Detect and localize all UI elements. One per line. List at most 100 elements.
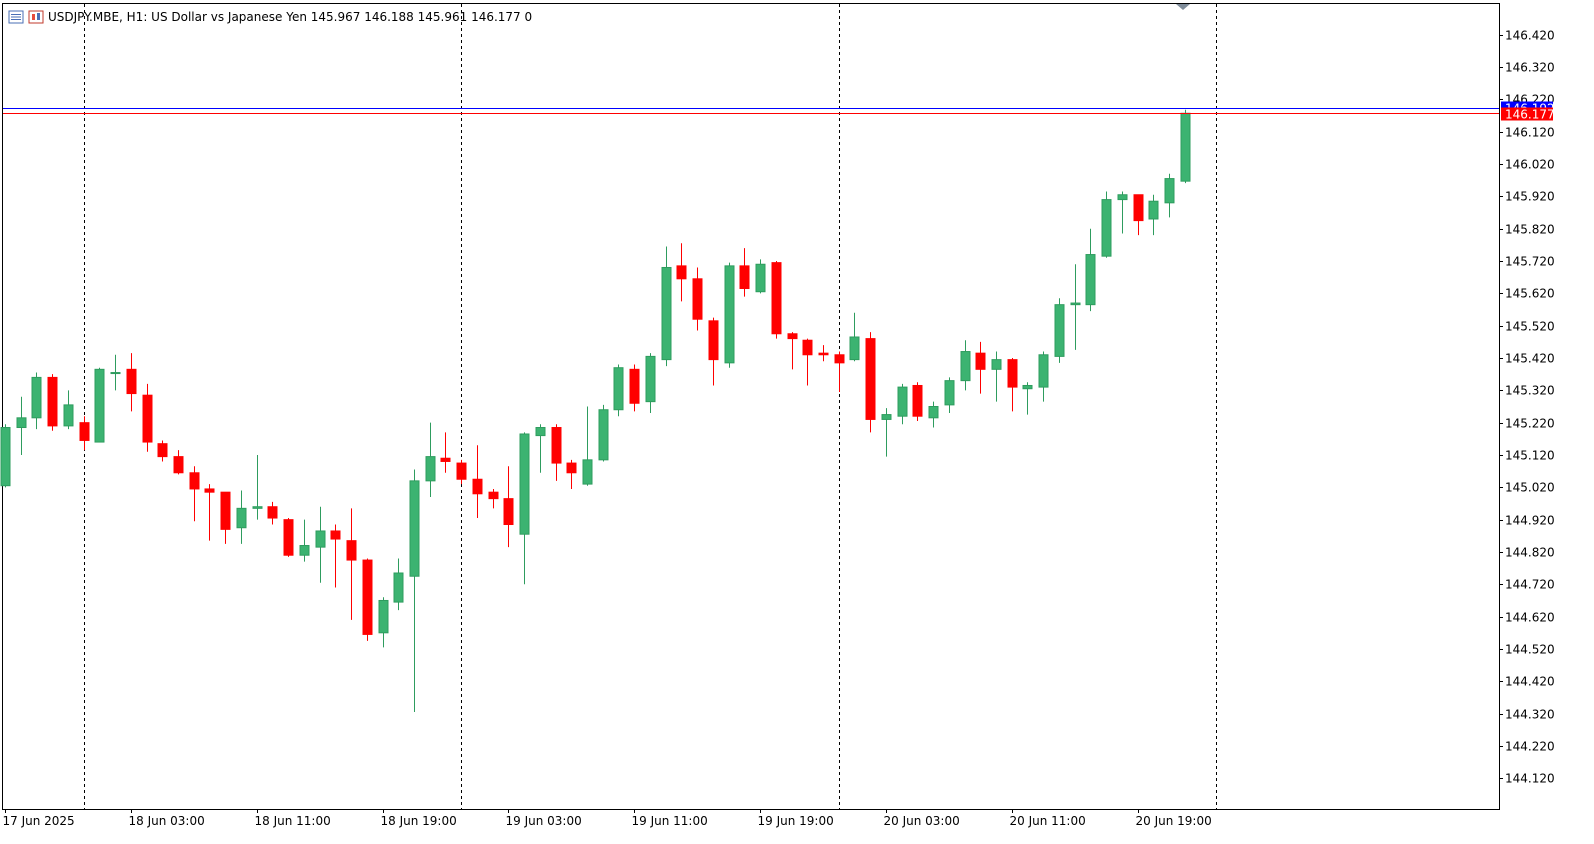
candle: [315, 506, 326, 583]
price-label: 145.620: [1505, 287, 1555, 301]
candle-body: [582, 459, 593, 485]
price-label: 144.120: [1505, 772, 1555, 786]
candle-body: [299, 545, 310, 556]
price-label: 145.820: [1505, 223, 1555, 237]
candle-body: [16, 417, 27, 429]
time-axis[interactable]: 17 Jun 2025 18 Jun 03:00 18 Jun 11:00 18 Ju…: [3, 809, 1212, 828]
time-label: 19 Jun 03:00: [506, 814, 582, 828]
candle: [582, 406, 593, 486]
price-label: 145.220: [1505, 417, 1555, 431]
candle-body: [63, 404, 74, 427]
price-label: 144.420: [1505, 675, 1555, 689]
candle-body: [708, 320, 719, 361]
time-label: 18 Jun 19:00: [381, 814, 457, 828]
candle: [267, 501, 278, 525]
candle-body: [315, 530, 326, 548]
candle: [1117, 191, 1128, 234]
candle: [834, 351, 845, 392]
candle-body: [393, 572, 404, 603]
candle-body: [849, 336, 860, 361]
candle-body: [912, 384, 923, 417]
candle: [16, 396, 27, 455]
candle-body: [1054, 304, 1065, 357]
candle: [661, 246, 672, 367]
candle-body: [535, 427, 546, 437]
price-label: 144.620: [1505, 611, 1555, 625]
candle-body: [488, 491, 499, 500]
candle-body: [283, 519, 294, 556]
symbol-info-text: USDJPY.MBE, H1: US Dollar vs Japanese Ye…: [48, 10, 533, 24]
time-label: 18 Jun 11:00: [255, 814, 331, 828]
candle: [31, 372, 42, 430]
candle-body: [267, 506, 278, 519]
candle-body: [1070, 302, 1081, 306]
candle-body: [503, 498, 514, 526]
chart-icon[interactable]: [28, 10, 44, 24]
candle: [928, 401, 939, 428]
candle-body: [897, 386, 908, 417]
candle: [1133, 194, 1144, 236]
candle: [1038, 351, 1049, 402]
price-label: 146.120: [1505, 126, 1555, 140]
candle: [283, 518, 294, 557]
candle-body: [1101, 199, 1112, 257]
candle-body: [47, 376, 58, 427]
time-label: 19 Jun 19:00: [758, 814, 834, 828]
candle-body: [456, 462, 467, 480]
candle: [346, 508, 357, 620]
candle: [1085, 228, 1096, 312]
candle: [708, 317, 719, 386]
price-label: 146.020: [1505, 158, 1555, 172]
time-label: 20 Jun 03:00: [884, 814, 960, 828]
candle: [1070, 264, 1081, 350]
candle: [393, 558, 404, 611]
candle: [488, 488, 499, 509]
candle: [519, 432, 530, 585]
candle: [236, 490, 247, 544]
candle-body: [676, 265, 687, 280]
day-separators: [84, 4, 1217, 809]
price-label: 146.420: [1505, 29, 1555, 43]
candle: [897, 383, 908, 425]
candle-body: [110, 372, 121, 375]
candle-body: [1038, 354, 1049, 388]
time-label: 20 Jun 11:00: [1010, 814, 1086, 828]
candle: [252, 454, 263, 520]
price-axis[interactable]: 146.420146.320146.220146.120146.020145.9…: [1499, 29, 1555, 786]
candle: [157, 440, 168, 462]
candle-body: [362, 559, 373, 635]
candle-body: [802, 339, 813, 356]
candle-body: [1007, 359, 1018, 388]
scroll-marker-icon[interactable]: [1176, 4, 1190, 10]
candle-body: [566, 462, 577, 474]
list-icon[interactable]: [8, 10, 24, 24]
candle-body: [472, 478, 483, 495]
bid-price-tag: [1501, 107, 1553, 121]
candle-body: [1180, 112, 1191, 182]
candle: [551, 424, 562, 481]
candle: [409, 469, 420, 713]
price-label: 144.920: [1505, 514, 1555, 528]
candle-body: [928, 406, 939, 419]
candle: [362, 558, 373, 641]
candle: [787, 332, 798, 370]
price-label: 144.520: [1505, 643, 1555, 657]
candle: [1148, 194, 1159, 236]
candle-body: [755, 263, 766, 293]
candle-body: [881, 414, 892, 420]
candle-body: [409, 480, 420, 577]
candle-body: [551, 427, 562, 464]
price-label: 145.120: [1505, 449, 1555, 463]
candle: [960, 340, 971, 391]
candle-body: [1022, 384, 1033, 390]
candle-body: [79, 422, 90, 441]
candle-body: [425, 456, 436, 482]
candle-body: [645, 355, 656, 403]
candle: [629, 364, 640, 412]
candle-body: [31, 376, 42, 419]
candle-body: [692, 278, 703, 320]
candle-body: [346, 540, 357, 561]
candle: [1054, 298, 1065, 363]
candle-body: [94, 368, 105, 443]
